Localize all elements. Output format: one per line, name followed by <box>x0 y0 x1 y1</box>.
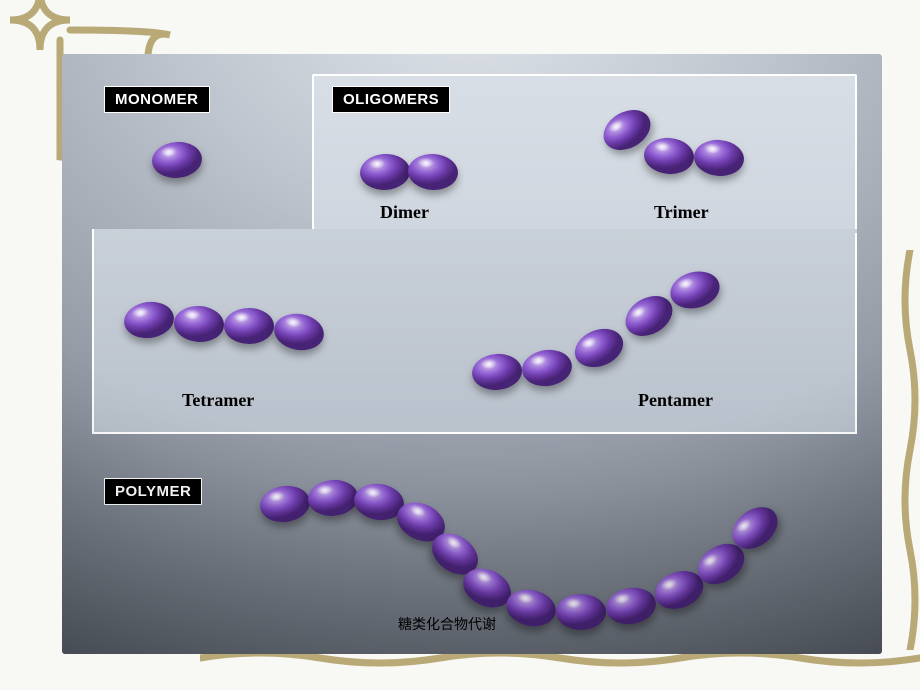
polymer-unit <box>556 594 606 630</box>
label-monomer: MONOMER <box>104 86 210 113</box>
frame-seam-mask <box>314 229 857 233</box>
tetramer-unit <box>173 304 225 343</box>
sublabel-trimer: Trimer <box>654 202 709 223</box>
sublabel-dimer: Dimer <box>380 202 429 223</box>
border-flourish-right <box>890 250 920 655</box>
pentamer-unit <box>520 347 575 390</box>
label-oligomers: OLIGOMERS <box>332 86 450 113</box>
monomer-unit <box>151 140 204 180</box>
polymer-unit <box>503 585 559 631</box>
pentamer-unit <box>471 352 524 392</box>
slide-caption: 糖类化合物代谢 <box>398 614 496 634</box>
dimer-unit <box>359 153 411 192</box>
polymer-unit <box>603 584 658 628</box>
polymer-unit <box>258 483 313 526</box>
label-polymer: POLYMER <box>104 478 202 505</box>
sublabel-pentamer: Pentamer <box>638 390 713 411</box>
trimer-unit <box>643 136 696 176</box>
sublabel-tetramer: Tetramer <box>182 390 254 411</box>
diagram-panel: MONOMER OLIGOMERS POLYMER Dimer Trimer T… <box>62 54 882 654</box>
tetramer-unit <box>122 299 177 342</box>
trimer-unit <box>693 138 746 178</box>
dimer-unit <box>407 153 459 192</box>
tetramer-unit <box>224 308 274 344</box>
